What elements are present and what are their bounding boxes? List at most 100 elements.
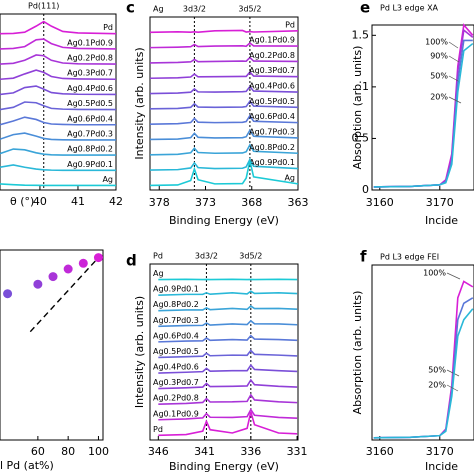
spectrum-line (149, 56, 299, 64)
series-label: 50% (430, 72, 448, 81)
x-tick-label: 378 (149, 196, 170, 209)
data-point (78, 258, 88, 268)
panel-letter: e (360, 0, 370, 17)
spectrum-line (373, 23, 474, 188)
x-tick-label: 3160 (366, 445, 394, 458)
x-tick-label: 346 (148, 445, 169, 458)
plot-frame (0, 249, 104, 441)
x-tick-label: 41 (71, 195, 85, 208)
spectrum-line (149, 114, 299, 125)
spectrum-line (158, 305, 298, 312)
y-axis-label: Intensity (arb. units) (133, 47, 146, 159)
x-tick-label: 3170 (426, 445, 454, 458)
x-tick-label: 80 (61, 445, 75, 458)
series-label: Ag0.6Pd0.4 (67, 114, 113, 123)
y-tick-label: 0.5 (352, 131, 370, 144)
spectrum-line (0, 101, 117, 111)
series-label: Ag0.5Pd0.5 (153, 347, 199, 356)
series-label: Ag0.7Pd0.3 (249, 127, 295, 136)
leader-line (446, 384, 459, 392)
leader-line (446, 369, 460, 377)
leader-line (448, 96, 462, 104)
panel-title: Pd L3 edge XA (380, 4, 439, 13)
x-tick-label: 363 (288, 196, 309, 209)
series-label: Ag0.5Pd0.5 (67, 99, 113, 108)
y-axis-label: Absorption (arb. units) (351, 291, 364, 415)
data-point (93, 253, 103, 263)
series-label: Ag0.2Pd0.8 (67, 54, 113, 63)
spectrum-line (373, 28, 474, 188)
data-point (33, 279, 43, 289)
leader-line (448, 41, 459, 49)
series-label: Ag0.6Pd0.4 (249, 112, 295, 121)
series-label: Ag0.3Pd0.7 (249, 66, 295, 75)
spectrum-line (149, 99, 299, 110)
series-label: Ag0.9Pd0.1 (249, 158, 295, 167)
series-label: Ag0.4Pd0.6 (249, 82, 295, 91)
spectrum-line (149, 143, 299, 156)
spectrum-line (0, 148, 116, 156)
spectrum-line (373, 280, 474, 439)
spectrum-line (373, 297, 474, 439)
series-label: Ag0.7Pd0.3 (67, 129, 113, 138)
spectrum-line (0, 132, 116, 141)
series-label: Ag0.9Pd0.1 (153, 285, 199, 294)
series-label: Ag0.8Pd0.2 (153, 300, 199, 309)
spectrum-line (0, 54, 117, 65)
x-axis-label: θ (°) (10, 195, 34, 208)
x-axis-label: Binding Energy (eV) (169, 214, 279, 227)
series-label: 90% (430, 52, 448, 61)
x-tick-label: 341 (194, 445, 215, 458)
series-label: Ag0.5Pd0.5 (249, 97, 295, 106)
marker-label: 3d5/2 (239, 252, 262, 261)
spectrum-line (0, 38, 117, 50)
series-label: Ag0.1Pd0.9 (67, 38, 113, 47)
leader-line (448, 55, 460, 63)
spectrum-line (158, 408, 298, 421)
x-axis-label: Incide (425, 214, 458, 227)
spectrum-line (0, 69, 117, 81)
x-tick-label: 42 (109, 195, 123, 208)
series-label: Ag0.7Pd0.3 (153, 316, 199, 325)
plot-frame (149, 16, 299, 191)
marker-label: 3d5/2 (238, 5, 261, 14)
series-label: Ag0.4Pd0.6 (67, 84, 113, 93)
x-tick-label: 368 (241, 196, 262, 209)
x-axis-label: l Pd (at%) (0, 459, 54, 472)
spectrum-line (0, 183, 116, 187)
series-label: 50% (428, 366, 446, 375)
spectrum-line (149, 128, 299, 141)
x-tick-label: 373 (195, 196, 216, 209)
series-label: Ag (153, 269, 164, 278)
x-tick-label: 331 (287, 445, 308, 458)
panel-letter: c (126, 0, 135, 17)
series-label: 100% (425, 38, 448, 47)
series-label: 20% (430, 93, 448, 102)
plot-frame (371, 24, 474, 191)
fit-line (29, 257, 99, 333)
plot-frame (371, 264, 474, 441)
spectrum-line (149, 41, 299, 49)
spectrum-line (158, 411, 298, 437)
spectrum-line (158, 378, 298, 390)
panel-letter: d (126, 252, 137, 270)
x-tick-label: 40 (33, 195, 47, 208)
series-label: 100% (423, 269, 446, 278)
leader-line (446, 272, 461, 280)
spectrum-line (373, 42, 474, 188)
plot-frame (149, 263, 299, 441)
element-label: Ag (153, 5, 164, 14)
series-label: Ag0.3Pd0.7 (153, 378, 199, 387)
data-point (3, 289, 13, 299)
x-axis-label: Incide (425, 460, 458, 473)
series-label: Pd (103, 23, 113, 32)
panel-letter: f (360, 248, 367, 266)
y-tick-label: 1 (362, 80, 369, 93)
marker-label: 3d3/2 (195, 252, 218, 261)
spectrum-line (158, 393, 298, 405)
series-label: Ag0.2Pd0.8 (153, 394, 199, 403)
spectrum-line (149, 29, 299, 34)
y-tick-label: 0 (362, 183, 369, 196)
y-tick-label: 1.5 (352, 28, 370, 41)
x-axis-label: Binding Energy (eV) (169, 460, 279, 473)
